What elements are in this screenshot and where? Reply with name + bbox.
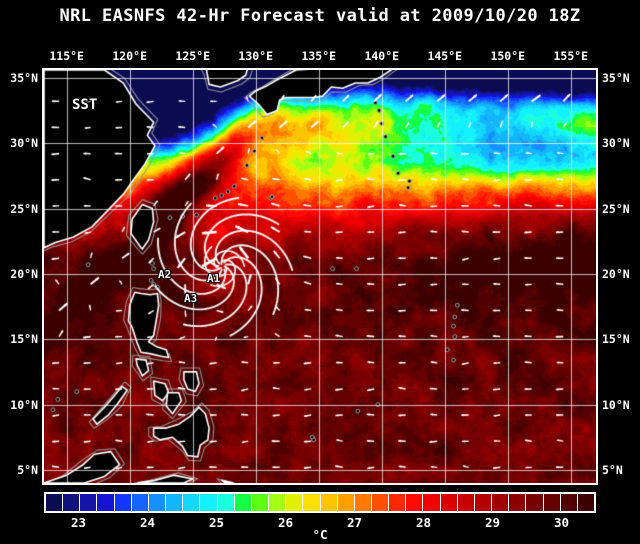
colorbar-cell bbox=[577, 494, 594, 511]
lat-tick-label-left: 10°N bbox=[10, 397, 38, 412]
lat-tick-label-right: 20°N bbox=[602, 266, 630, 281]
lat-tick-label-right: 15°N bbox=[602, 332, 630, 347]
temperature-colorbar[interactable] bbox=[44, 492, 596, 513]
lat-tick-label-left: 15°N bbox=[10, 332, 38, 347]
colorbar-cell bbox=[509, 494, 527, 511]
lon-tick-label: 115°E bbox=[49, 49, 84, 63]
colorbar-cell bbox=[217, 494, 235, 511]
page-title: NRL EASNFS 42-Hr Forecast valid at 2009/… bbox=[59, 6, 581, 26]
colorbar-tick: 28 bbox=[415, 515, 432, 530]
colorbar-cell bbox=[320, 494, 338, 511]
colorbar-cell bbox=[423, 494, 441, 511]
colorbar-cell bbox=[560, 494, 578, 511]
colorbar-unit-label: °C bbox=[312, 527, 328, 542]
lon-tick-label: 130°E bbox=[238, 49, 274, 63]
colorbar-cell bbox=[131, 494, 149, 511]
colorbar-cell bbox=[80, 494, 98, 511]
colorbar-cell bbox=[46, 494, 64, 511]
colorbar-tick: 29 bbox=[484, 515, 501, 530]
colorbar-cell bbox=[354, 494, 372, 511]
sst-field-canvas bbox=[44, 70, 596, 483]
colorbar-cell bbox=[337, 494, 355, 511]
colorbar-cell bbox=[148, 494, 167, 511]
lon-tick-label: 140°E bbox=[364, 49, 400, 63]
colorbar-cell bbox=[97, 494, 115, 511]
lat-tick-label-left: 25°N bbox=[10, 201, 38, 216]
colorbar-cell bbox=[492, 494, 510, 511]
lat-tick-label-right: 5°N bbox=[602, 462, 623, 477]
colorbar-cell bbox=[269, 494, 287, 511]
lon-tick-label: 135°E bbox=[301, 49, 337, 63]
colorbar-cell bbox=[474, 494, 493, 511]
colorbar-tick: 23 bbox=[70, 515, 87, 530]
colorbar-cell bbox=[183, 494, 201, 511]
colorbar-cell bbox=[543, 494, 561, 511]
colorbar-cell bbox=[63, 494, 81, 511]
colorbar-cell bbox=[389, 494, 407, 511]
lon-tick-label: 155°E bbox=[553, 49, 589, 63]
colorbar-cell bbox=[234, 494, 252, 511]
lat-tick-label-left: 30°N bbox=[10, 136, 38, 151]
colorbar-cell bbox=[251, 494, 270, 511]
lat-tick-label-right: 35°N bbox=[602, 70, 630, 85]
storm-label-a2: A2 bbox=[158, 268, 172, 281]
colorbar-tick: 25 bbox=[208, 515, 225, 530]
colorbar-cell bbox=[200, 494, 218, 511]
lon-tick-label: 150°E bbox=[490, 49, 526, 63]
lat-tick-label-left: 35°N bbox=[10, 70, 38, 85]
colorbar-cell bbox=[166, 494, 184, 511]
lat-tick-label-right: 30°N bbox=[602, 136, 630, 151]
lon-tick-label: 120°E bbox=[112, 49, 147, 63]
colorbar-cell bbox=[371, 494, 390, 511]
sst-map-panel[interactable] bbox=[42, 68, 598, 485]
colorbar-cell bbox=[457, 494, 475, 511]
colorbar-cell bbox=[406, 494, 424, 511]
sst-field-label: SST bbox=[72, 97, 98, 113]
lon-tick-label: 125°E bbox=[175, 49, 211, 63]
colorbar-tick: 26 bbox=[277, 515, 294, 530]
storm-label-a1: A1 bbox=[207, 272, 221, 285]
colorbar-cell bbox=[440, 494, 458, 511]
colorbar-tick: 30 bbox=[553, 515, 570, 530]
colorbar-cell bbox=[114, 494, 132, 511]
colorbar-cell bbox=[286, 494, 304, 511]
storm-label-a3: A3 bbox=[184, 292, 198, 305]
lon-tick-label: 145°E bbox=[427, 49, 463, 63]
colorbar-tick: 27 bbox=[346, 515, 363, 530]
lat-tick-label-left: 5°N bbox=[17, 462, 38, 477]
colorbar-cell bbox=[526, 494, 544, 511]
colorbar-cell bbox=[303, 494, 321, 511]
lat-tick-label-right: 10°N bbox=[602, 397, 630, 412]
lat-tick-label-right: 25°N bbox=[602, 201, 630, 216]
lat-tick-label-left: 20°N bbox=[10, 266, 38, 281]
colorbar-tick: 24 bbox=[139, 515, 156, 530]
